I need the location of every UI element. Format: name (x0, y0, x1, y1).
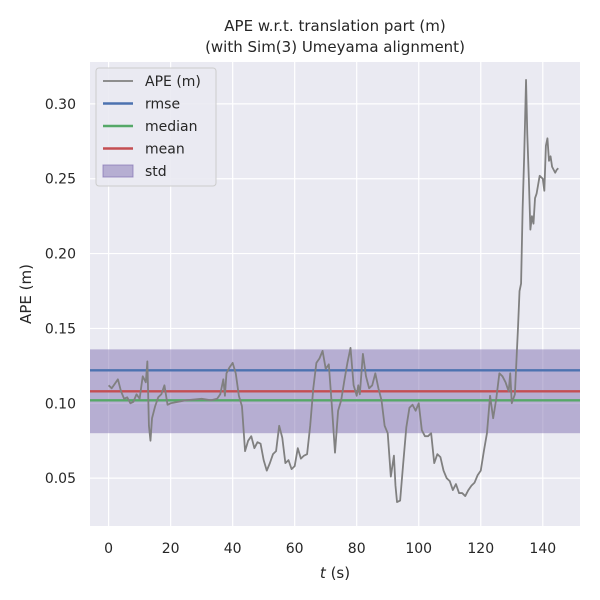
legend-label: mean (145, 142, 185, 158)
legend-label: median (145, 119, 197, 135)
y-axis-label: APE (m) (17, 264, 35, 324)
legend-label: APE (m) (145, 74, 201, 90)
y-tick-label: 0.20 (45, 247, 76, 263)
y-tick-label: 0.15 (45, 321, 76, 337)
legend-label: rmse (145, 97, 180, 113)
y-tick-label: 0.25 (45, 172, 76, 188)
x-axis-unit: (s) (326, 564, 350, 582)
x-tick-label: 40 (224, 541, 242, 557)
x-tick-label: 60 (286, 541, 304, 557)
legend-frame (95, 67, 217, 187)
stat-lines (90, 369, 580, 402)
y-tick-label: 0.30 (45, 97, 76, 113)
ape-series-layer (107, 79, 559, 503)
x-tick-label: 120 (467, 541, 494, 557)
chart-subtitle: (with Sim(3) Umeyama alignment) (205, 38, 465, 56)
legend-swatch (102, 164, 134, 178)
x-axis-label: t (s) (320, 564, 350, 582)
tick-labels: 0 20 40 60 80 100 120 140 0.05 0.10 0.15 0.20 0.25 0.… (45, 97, 556, 557)
x-axis-var: t (320, 564, 327, 582)
x-tick-label: 140 (529, 541, 556, 557)
x-tick-label: 80 (348, 541, 366, 557)
y-tick-label: 0.05 (45, 471, 76, 487)
y-tick-label: 0.10 (45, 396, 76, 412)
x-tick-label: 0 (104, 541, 113, 557)
legend-label: std (145, 164, 167, 180)
legend-items: APE (m) rmse median mean std (102, 74, 201, 180)
legend: APE (m) rmse median mean std (95, 67, 217, 187)
x-tick-label: 20 (162, 541, 180, 557)
chart-title: APE w.r.t. translation part (m) (224, 17, 445, 35)
x-tick-label: 100 (405, 541, 432, 557)
ape-series-line (107, 79, 559, 503)
